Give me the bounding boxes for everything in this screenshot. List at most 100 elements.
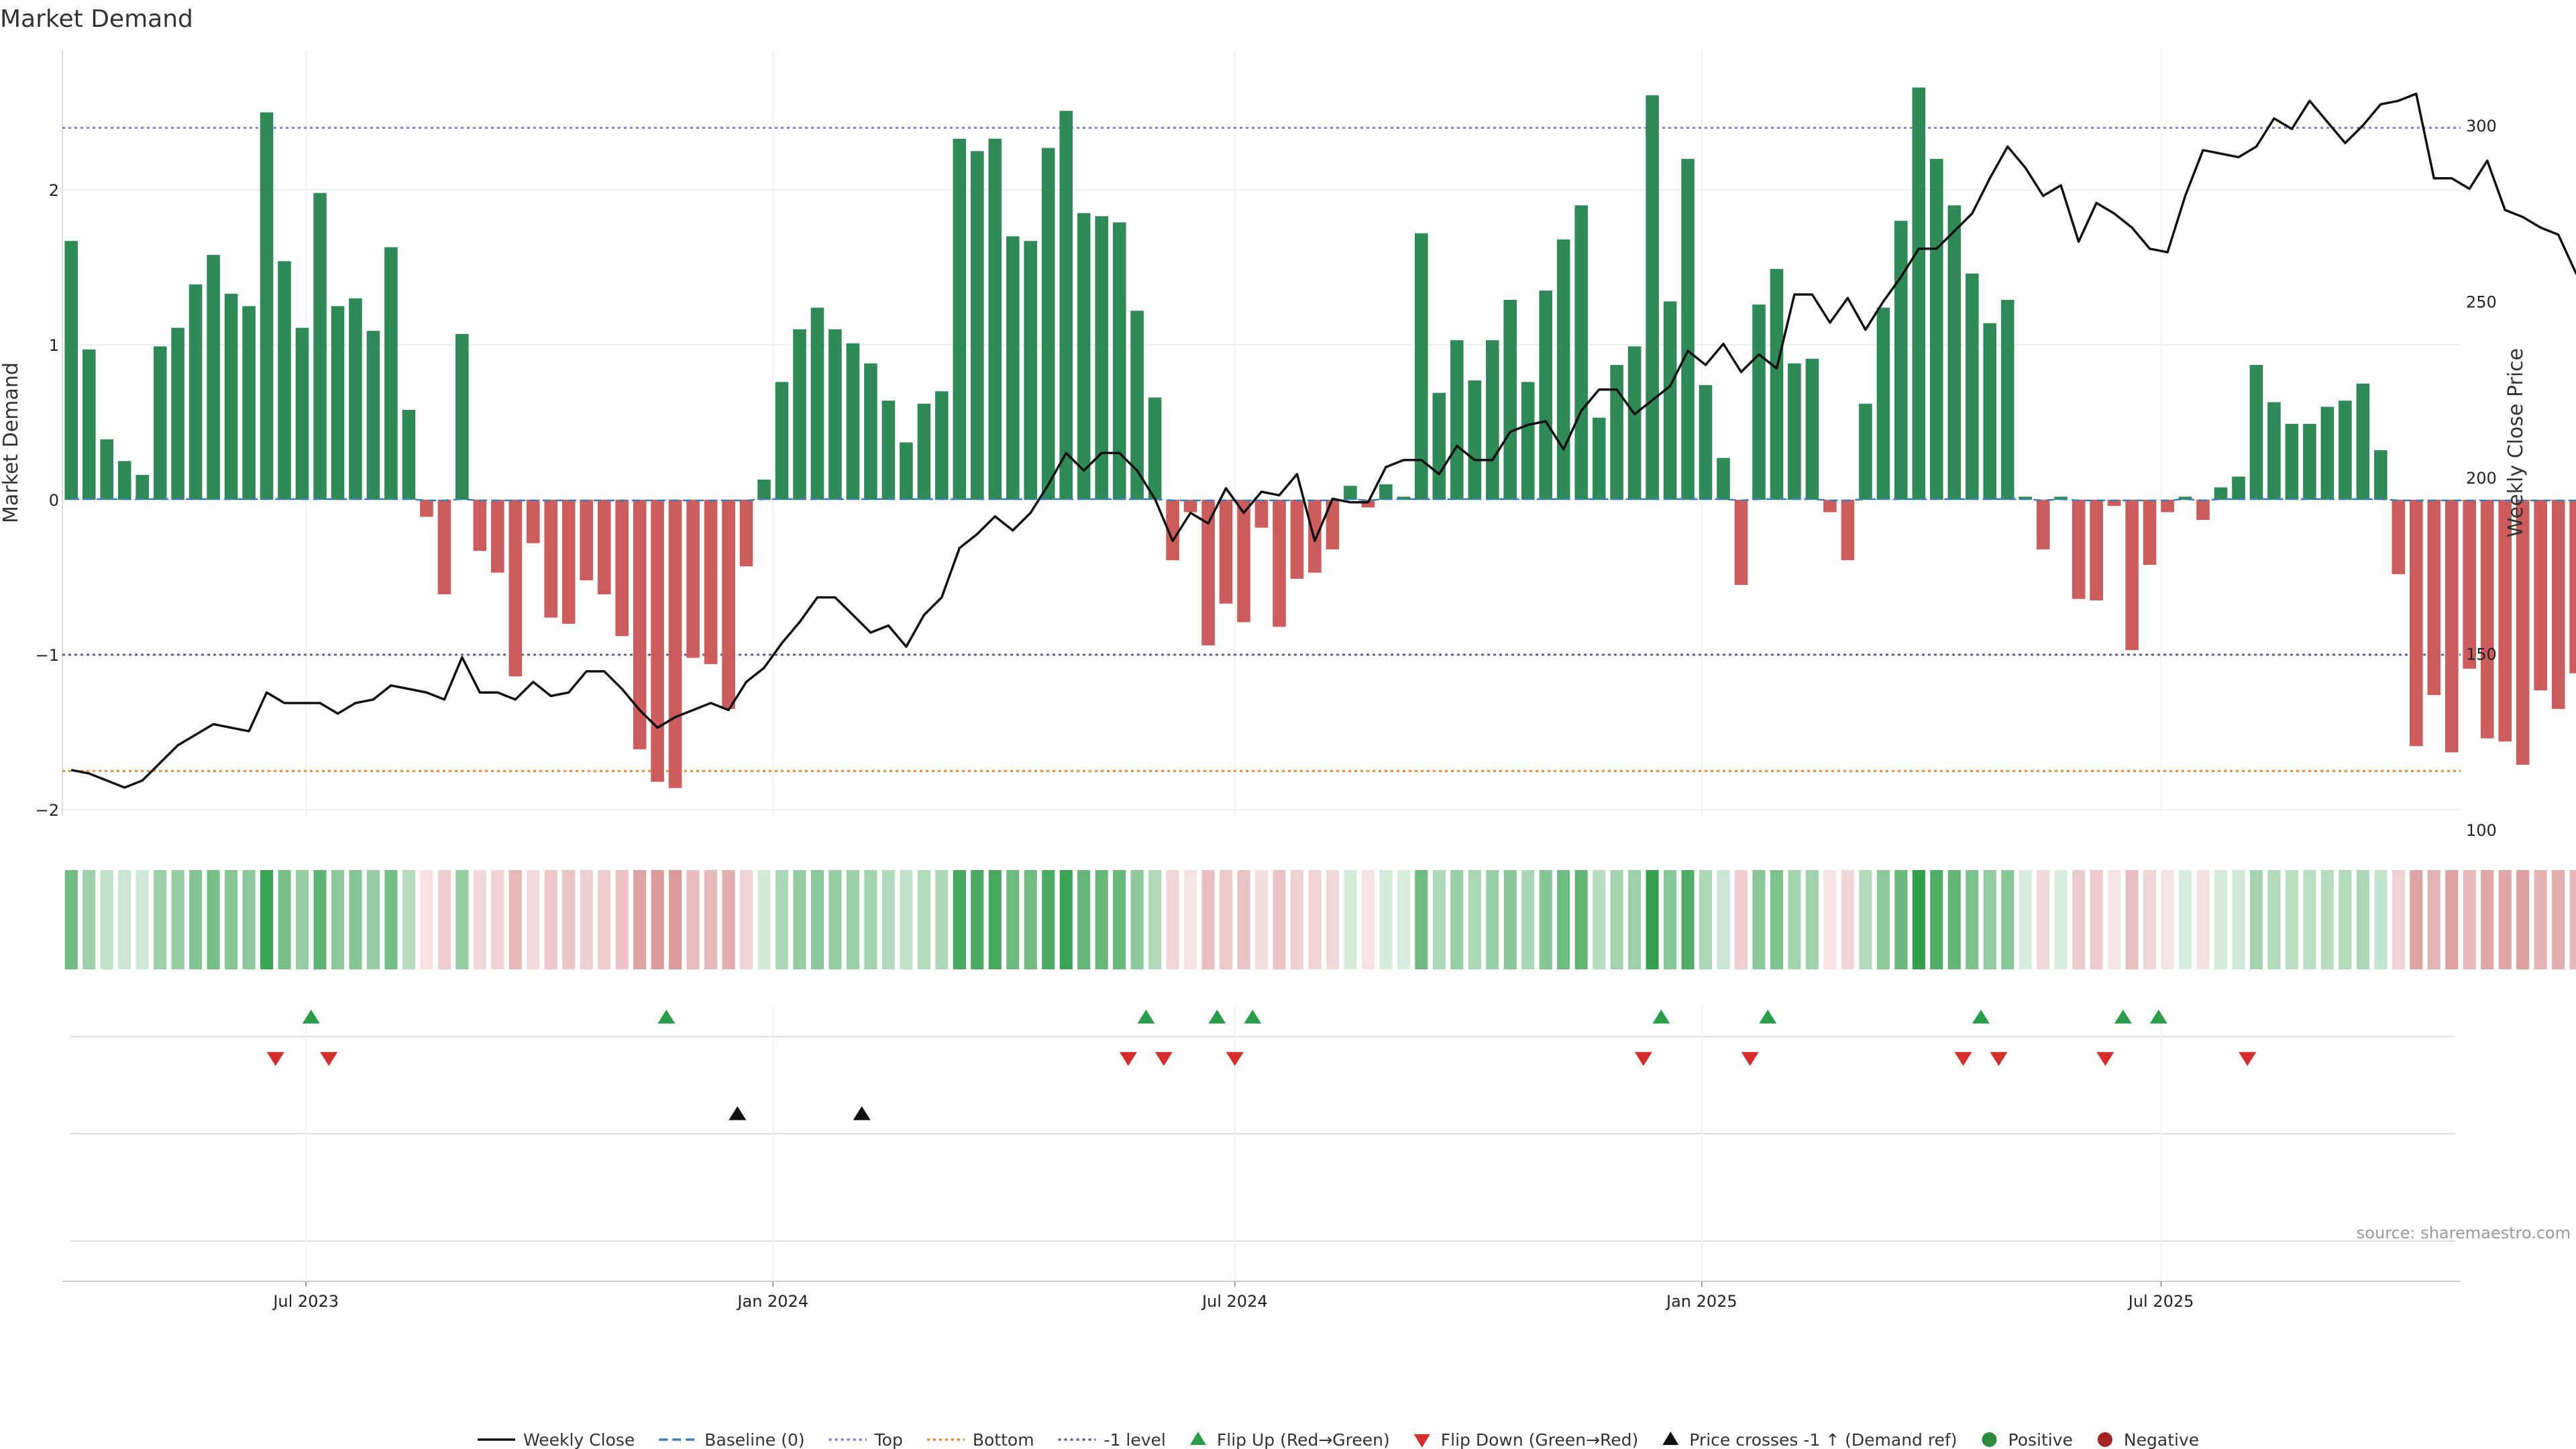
- demand-bar: [1539, 290, 1552, 500]
- main-panel-grid: [62, 50, 2461, 815]
- demand-bar: [1024, 241, 1037, 500]
- demand-bar: [881, 400, 896, 500]
- demand-bar: [1130, 311, 1144, 500]
- heat-cell: [1220, 870, 1233, 969]
- heat-cell: [651, 870, 664, 969]
- demand-bar: [2125, 500, 2139, 651]
- flip-down-marker: [1954, 1052, 1972, 1066]
- demand-bar: [2054, 496, 2068, 500]
- demand-bar: [2196, 500, 2210, 520]
- heat-cell: [508, 870, 522, 969]
- heat-cell: [455, 870, 469, 969]
- heat-cell: [1521, 870, 1535, 969]
- heat-cell: [2392, 870, 2405, 969]
- demand-bar: [828, 329, 842, 500]
- flip-down-marker: [1226, 1052, 1244, 1066]
- demand-bar: [331, 306, 345, 500]
- demand-bar: [1379, 484, 1393, 500]
- legend-item: -1 level: [1058, 1430, 1166, 1449]
- heat-cell: [1273, 870, 1286, 969]
- legend-label: Baseline (0): [704, 1430, 804, 1449]
- flip-down-marker: [1990, 1052, 2008, 1066]
- demand-bar: [2072, 500, 2086, 599]
- demand-bar: [2303, 423, 2316, 500]
- heat-cell: [473, 870, 486, 969]
- flip-down-marker: [1119, 1052, 1137, 1066]
- flip-down-marker: [1634, 1052, 1652, 1066]
- demand-bar: [242, 306, 256, 500]
- legend-label: Positive: [2008, 1430, 2073, 1449]
- demand-bar: [2516, 500, 2530, 765]
- heat-cell: [2569, 870, 2576, 969]
- heat-cell: [1823, 870, 1837, 969]
- demand-bar: [615, 500, 629, 637]
- demand-bar: [1344, 486, 1357, 500]
- demand-bar: [1983, 323, 1996, 500]
- legend-label: Price crosses -1 ↑ (Demand ref): [1689, 1430, 1957, 1449]
- demand-bar: [2143, 500, 2157, 565]
- price-cross-marker: [729, 1106, 747, 1120]
- demand-bar: [1503, 300, 1517, 500]
- heat-cell: [2303, 870, 2316, 969]
- heat-cell: [331, 870, 344, 969]
- legend-swatch: [2097, 1432, 2112, 1447]
- heat-cell: [527, 870, 540, 969]
- legend-label: Top: [874, 1430, 903, 1449]
- heat-cell: [2339, 870, 2352, 969]
- heat-cell: [2232, 870, 2245, 969]
- heat-cell: [2463, 870, 2476, 969]
- demand-bar: [508, 500, 523, 677]
- demand-bar: [207, 255, 220, 500]
- heat-cell: [1752, 870, 1766, 969]
- heat-cell: [1059, 870, 1073, 969]
- heat-cell: [136, 870, 149, 969]
- demand-bar: [1930, 158, 1943, 500]
- demand-bar: [1610, 365, 1623, 500]
- heat-cell: [2179, 870, 2192, 969]
- heat-cell: [296, 870, 309, 969]
- heat-cell: [1574, 870, 1588, 969]
- heat-cell: [2072, 870, 2086, 969]
- flip-down-marker: [2096, 1052, 2114, 1066]
- x-tick-label: Jul 2023: [272, 1292, 339, 1311]
- y-axis-label-right: Weekly Close Price: [2504, 348, 2528, 537]
- heat-cell: [154, 870, 167, 969]
- demand-bar: [686, 500, 700, 658]
- legend-item: Baseline (0): [659, 1430, 805, 1449]
- demand-bar: [402, 410, 416, 500]
- heat-cell: [1770, 870, 1783, 969]
- heat-cell: [775, 870, 789, 969]
- demand-bar: [544, 500, 557, 618]
- heat-cell: [2320, 870, 2334, 969]
- heat-cell: [2285, 870, 2298, 969]
- legend-item: Flip Down (Green→Red): [1413, 1430, 1638, 1449]
- heat-cell: [1344, 870, 1357, 969]
- demand-bar: [2392, 500, 2406, 574]
- heat-cell: [1148, 870, 1162, 969]
- heat-cell: [1593, 870, 1606, 969]
- demand-bar: [473, 500, 487, 551]
- demand-bar: [1326, 500, 1340, 549]
- heat-cell: [2019, 870, 2032, 969]
- demand-bar: [2534, 500, 2547, 691]
- demand-bar: [2356, 383, 2370, 500]
- demand-bar: [420, 500, 433, 517]
- heat-cell: [917, 870, 930, 969]
- flip-down-marker: [1741, 1052, 1759, 1066]
- demand-bar: [1592, 417, 1606, 500]
- demand-bar: [580, 500, 593, 581]
- heat-cell: [1450, 870, 1464, 969]
- heat-cell: [1788, 870, 1801, 969]
- demand-bar: [278, 261, 291, 500]
- heat-cell: [1113, 870, 1126, 969]
- demand-bar: [1077, 213, 1091, 500]
- demand-bar: [953, 138, 967, 500]
- heat-cell: [2410, 870, 2423, 969]
- heat-cell: [2090, 870, 2103, 969]
- demand-bar: [1805, 358, 1819, 500]
- heat-cell: [1894, 870, 1908, 969]
- flip-down-marker: [2239, 1052, 2257, 1066]
- demand-bar: [1663, 301, 1677, 500]
- heat-cell: [757, 870, 771, 969]
- x-tick-label: Jul 2025: [2127, 1292, 2194, 1311]
